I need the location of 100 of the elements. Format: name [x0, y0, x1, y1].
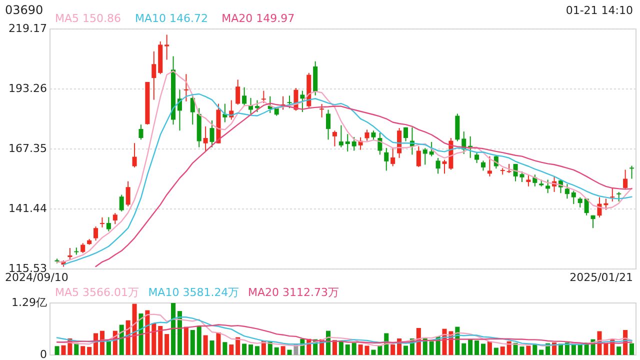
- candlestick: [80, 242, 86, 254]
- bar: [145, 310, 150, 355]
- candlestick: [384, 147, 389, 172]
- candlestick: [403, 126, 408, 142]
- candlestick: [106, 216, 111, 232]
- candlestick: [455, 113, 460, 142]
- bar: [242, 344, 247, 355]
- bar: [378, 346, 382, 355]
- y-tick-label: 0: [40, 348, 47, 360]
- bar: [190, 330, 195, 355]
- candlestick: [332, 130, 337, 147]
- candlestick: [261, 90, 266, 104]
- bar: [506, 341, 512, 355]
- candlestick: [236, 79, 240, 106]
- candlestick: [590, 214, 596, 229]
- candlestick: [623, 169, 628, 190]
- candlestick: [616, 191, 622, 202]
- bar: [54, 346, 60, 355]
- bar: [539, 350, 544, 355]
- candlestick: [564, 184, 570, 200]
- bar: [61, 345, 66, 355]
- bar: [630, 343, 634, 355]
- text: MA5 150.86: [55, 12, 121, 25]
- bar: [196, 326, 202, 355]
- candlestick: [429, 141, 434, 157]
- bar: [184, 326, 188, 355]
- candlestick: [526, 174, 531, 187]
- candlestick: [300, 90, 305, 113]
- bar: [106, 340, 111, 355]
- candlestick: [326, 109, 331, 140]
- candlestick: [203, 126, 208, 152]
- candlestick: [126, 180, 130, 207]
- candlestick: [152, 50, 156, 100]
- bar: [80, 346, 86, 355]
- bar: [158, 326, 163, 355]
- text: 2025/01/21: [570, 271, 633, 284]
- bar: [480, 344, 486, 355]
- bar: [229, 344, 234, 355]
- series-label: MA5 3566.01万: [55, 286, 139, 299]
- candlestick: [364, 129, 370, 142]
- bar: [177, 311, 182, 355]
- bar: [462, 343, 466, 355]
- bar: [138, 313, 144, 355]
- bar: [526, 346, 531, 355]
- text: 01-21 14:10: [566, 4, 633, 17]
- candlestick: [578, 196, 582, 208]
- candlestick: [584, 198, 589, 216]
- bar: [474, 340, 480, 355]
- candlestick: [422, 147, 428, 166]
- candlestick: [630, 165, 634, 180]
- bar: [352, 342, 356, 355]
- bar: [468, 339, 473, 355]
- candlestick: [338, 124, 344, 148]
- candlestick: [254, 100, 260, 113]
- candlestick: [164, 34, 170, 60]
- bar: [152, 323, 156, 355]
- text: MA20 3112.73万: [248, 286, 339, 299]
- bar: [210, 340, 214, 355]
- candlestick: [68, 247, 72, 260]
- candlestick: [436, 157, 440, 174]
- bar: [171, 303, 176, 355]
- chart-title: 03690: [5, 3, 44, 17]
- bar: [422, 338, 428, 355]
- bar: [429, 341, 434, 355]
- bar: [558, 344, 563, 355]
- bar: [500, 346, 505, 355]
- bar: [371, 350, 376, 355]
- y-tick-label: 141.44: [8, 202, 47, 216]
- candlestick: [100, 216, 104, 228]
- bar: [487, 341, 492, 355]
- bar: [132, 304, 137, 355]
- candlestick: [474, 152, 480, 164]
- bar: [87, 346, 92, 355]
- candlestick: [190, 95, 195, 126]
- candlestick: [184, 74, 188, 102]
- bar: [280, 346, 286, 355]
- candlestick: [210, 120, 214, 148]
- bar: [254, 346, 260, 355]
- candlestick: [112, 212, 118, 225]
- bar: [248, 344, 254, 355]
- candlestick: [138, 124, 144, 140]
- bar: [203, 335, 208, 355]
- candlestick: [371, 130, 376, 140]
- candlestick: [320, 103, 324, 118]
- text: MA20 149.97: [222, 12, 295, 25]
- text: MA10 3581.24万: [148, 286, 240, 299]
- bar: [578, 344, 582, 355]
- bar: [616, 346, 622, 355]
- candlestick: [352, 136, 356, 152]
- candlestick: [506, 163, 512, 174]
- bar: [274, 347, 279, 355]
- bar: [390, 344, 396, 355]
- bar: [164, 334, 170, 355]
- bar: [345, 344, 350, 355]
- candlestick: [546, 179, 550, 194]
- candlestick: [345, 134, 350, 152]
- text: MA10 146.72: [135, 12, 208, 25]
- bar: [494, 348, 498, 355]
- bar: [571, 344, 576, 355]
- bar: [216, 332, 221, 355]
